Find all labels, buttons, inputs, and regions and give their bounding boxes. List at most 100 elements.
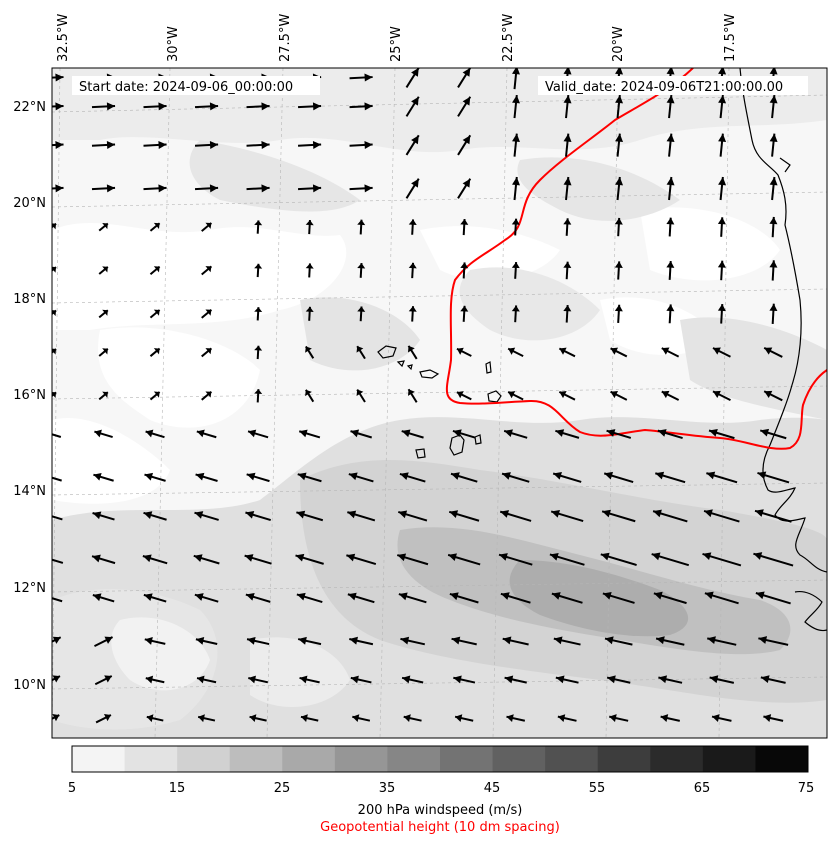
wind-arrow [52, 675, 61, 683]
wind-arrow [196, 675, 217, 684]
wind-arrow [98, 222, 109, 232]
lon-label: 20°W [611, 26, 626, 62]
wind-arrow [52, 714, 60, 722]
colorbar-tick-label: 55 [589, 781, 606, 796]
wind-arrow [254, 220, 263, 234]
wind-arrow [305, 220, 314, 235]
colorbar-tick-label: 75 [798, 781, 815, 796]
wind-arrow [194, 184, 219, 193]
wind-arrow [558, 390, 576, 401]
wind-arrow [244, 554, 272, 565]
wind-arrow [143, 140, 167, 149]
latitude-labels: 22°N 20°N 18°N 16°N 14°N 12°N 10°N [13, 100, 46, 693]
wind-arrow [651, 552, 690, 567]
valid-date-box [538, 76, 808, 95]
wind-arrow [653, 591, 687, 605]
wind-arrow [52, 73, 64, 82]
wind-arrow [143, 102, 167, 111]
wind-arrow [450, 472, 478, 483]
wind-arrow [254, 389, 263, 403]
colorbar-segment [334, 746, 388, 772]
wind-arrow [145, 429, 165, 439]
wind-arrow [52, 348, 57, 355]
wind-arrow [52, 636, 62, 644]
wind-arrow [563, 176, 572, 201]
wind-arrow [563, 305, 572, 323]
wind-arrow [511, 305, 520, 323]
wind-arrow [254, 307, 263, 321]
wind-arrow [557, 714, 577, 723]
wind-arrow [91, 140, 116, 149]
wind-arrow [408, 262, 417, 279]
wind-arrow [407, 345, 418, 360]
wind-arrow [298, 184, 322, 193]
wind-arrow [606, 429, 632, 439]
lat-label: 14°N [13, 484, 46, 499]
wind-arrow [661, 347, 680, 358]
lat-label: 16°N [13, 388, 46, 403]
wind-arrow [52, 222, 57, 230]
wind-arrow [615, 94, 624, 119]
wind-arrow [555, 675, 579, 684]
wind-arrow [460, 262, 469, 279]
wind-arrow [549, 552, 585, 566]
wind-arrow [52, 140, 64, 149]
lon-label: 27.5°W [278, 14, 293, 62]
wind-arrow [149, 391, 161, 401]
colorbar-segment [650, 746, 704, 772]
wind-arrow [347, 592, 375, 604]
longitude-labels: 32.5°W 30°W 27.5°W 25°W 22.5°W 20°W 17.5… [56, 14, 738, 62]
wind-arrow [143, 593, 167, 603]
wind-arrow [149, 347, 161, 357]
wind-arrow [506, 714, 526, 723]
colorbar-segment [282, 746, 336, 772]
wind-arrow [563, 218, 572, 236]
wind-arrow [52, 266, 57, 273]
wind-arrow [52, 558, 64, 564]
wind-arrow [718, 94, 727, 119]
colorbar-ticks: 5 15 25 35 45 55 65 75 [68, 781, 814, 796]
colorbar-tick-label: 15 [169, 781, 186, 796]
wind-arrow [52, 476, 62, 482]
wind-arrow [718, 176, 727, 201]
wind-arrow [601, 509, 636, 523]
wind-arrow [91, 554, 116, 565]
wind-arrow [349, 184, 373, 193]
wind-arrow [52, 597, 63, 603]
wind-arrow [551, 592, 583, 604]
wind-arrow [604, 636, 633, 646]
wind-arrow [769, 216, 778, 238]
wind-arrow [246, 184, 270, 193]
wind-arrow [98, 348, 109, 357]
wind-arrow [403, 714, 422, 723]
wind-arrow [298, 102, 322, 111]
wind-arrow [143, 184, 167, 193]
wind-arrow [501, 472, 530, 483]
wind-arrow [98, 266, 109, 275]
wind-arrow [195, 636, 218, 645]
wind-arrow [657, 429, 683, 440]
lat-lon-gridlines [52, 68, 827, 738]
geopotential-contour [445, 68, 827, 450]
wind-arrow [405, 96, 420, 117]
colorbar-segment [124, 746, 178, 772]
wind-arrow [194, 102, 219, 111]
wind-arrow [703, 509, 740, 523]
wind-arrow [760, 675, 786, 684]
start-date-text: Start date: 2024-09-06_00:00:00 [79, 80, 293, 95]
wind-arrow [254, 345, 263, 360]
wind-arrow [658, 675, 683, 684]
wind-arrow [758, 636, 789, 646]
wind-arrow [610, 390, 628, 401]
wind-arrow [769, 176, 778, 201]
cape-verde-islands [377, 345, 502, 459]
valid-date-text: Valid_date: 2024-09-06T21:00:00.00 [545, 80, 783, 95]
wind-arrow [401, 429, 424, 439]
wind-arrow [769, 133, 778, 157]
wind-arrow [52, 433, 62, 438]
wind-arrow [407, 388, 418, 403]
wind-arrow [398, 592, 427, 604]
wind-arrow [717, 304, 726, 324]
wind-arrow [615, 133, 624, 157]
wind-arrow [666, 260, 675, 280]
